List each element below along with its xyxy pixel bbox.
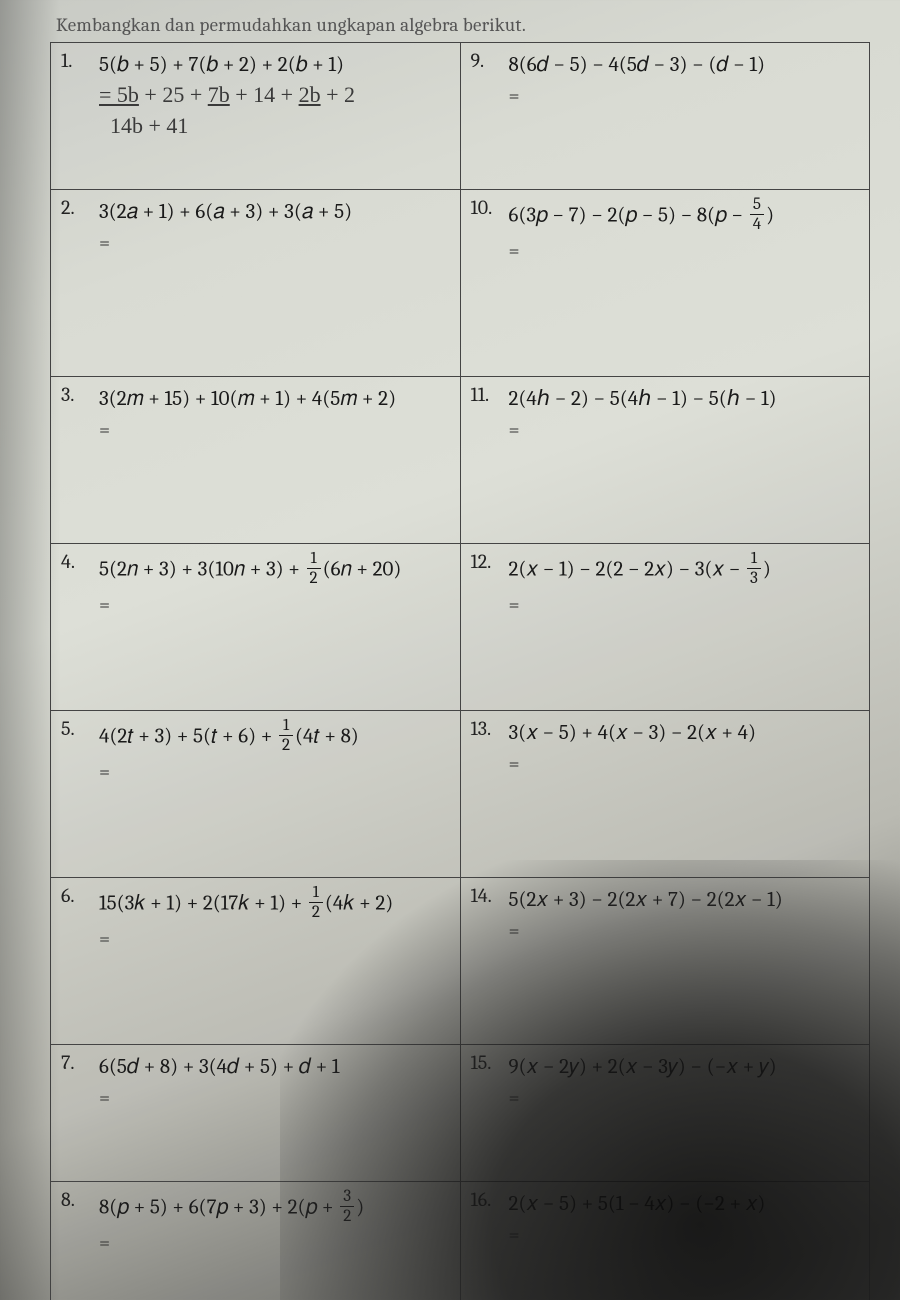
equals-placeholder: = (509, 593, 771, 616)
problem-expression: 3(𝑥 − 5) + 4(𝑥 − 3) − 2(𝑥 + 4) (509, 717, 757, 748)
problem-number: 5. (61, 717, 85, 783)
equals-placeholder: = (99, 1086, 340, 1109)
equals-placeholder: = (99, 231, 352, 254)
problem-expression: 5(𝑏 + 5) + 7(𝑏 + 2) + 2(𝑏 + 1) (99, 49, 355, 80)
problem-expression: 3(2𝑚 + 15) + 10(𝑚 + 1) + 4(5𝑚 + 2) (99, 383, 396, 414)
problem-cell: 12. 2(𝑥 − 1) − 2(2 − 2𝑥) − 3(𝑥 − 13) = (460, 544, 870, 711)
problem-expression: 2(4ℎ − 2) − 5(4ℎ − 1) − 5(ℎ − 1) (509, 383, 777, 414)
equals-placeholder: = (509, 1223, 766, 1246)
equals-placeholder: = (99, 927, 393, 950)
problem-cell: 4. 5(2𝑛 + 3) + 3(10𝑛 + 3) + 12(6𝑛 + 20) = (51, 544, 461, 711)
problem-number: 12. (471, 550, 495, 616)
problem-number: 15. (471, 1051, 495, 1109)
problem-cell: 10. 6(3𝑝 − 7) − 2(𝑝 − 5) − 8(𝑝 − 54) = (460, 190, 870, 377)
problem-cell: 16. 2(𝑥 − 5) + 5(1 − 4𝑥) − (−2 + 𝑥) = (460, 1182, 870, 1300)
problem-number: 14. (471, 884, 495, 942)
equals-placeholder: = (509, 239, 775, 262)
problem-number: 1. (61, 49, 85, 142)
worksheet-instruction: Kembangkan dan permudahkan ungkapan alge… (56, 14, 870, 36)
problem-expression: 6(5𝑑 + 8) + 3(4𝑑 + 5) + 𝑑 + 1 (99, 1051, 340, 1082)
problem-number: 10. (471, 196, 495, 262)
problem-number: 11. (471, 383, 495, 441)
problem-expression: 5(2𝑛 + 3) + 3(10𝑛 + 3) + 12(6𝑛 + 20) (99, 550, 401, 589)
equals-placeholder: = (509, 418, 777, 441)
problem-cell: 9. 8(6𝑑 − 5) − 4(5𝑑 − 3) − (𝑑 − 1) = (460, 43, 870, 190)
problem-expression: 8(6𝑑 − 5) − 4(5𝑑 − 3) − (𝑑 − 1) (509, 49, 766, 80)
problem-expression: 9(𝑥 − 2𝑦) + 2(𝑥 − 3𝑦) − (−𝑥 + 𝑦) (509, 1051, 777, 1082)
problem-number: 8. (61, 1188, 85, 1254)
equals-placeholder: = (99, 1231, 364, 1254)
equals-placeholder: = (99, 760, 359, 783)
equals-placeholder: = (509, 1086, 777, 1109)
problem-number: 16. (471, 1188, 495, 1246)
problem-expression: 4(2𝑡 + 3) + 5(𝑡 + 6) + 12(4𝑡 + 8) (99, 717, 359, 756)
problem-cell: 8. 8(𝑝 + 5) + 6(7𝑝 + 3) + 2(𝑝 + 32) = (51, 1182, 461, 1300)
problem-cell: 6. 15(3𝑘 + 1) + 2(17𝑘 + 1) + 12(4𝑘 + 2) = (51, 878, 461, 1045)
problem-cell: 11. 2(4ℎ − 2) − 5(4ℎ − 1) − 5(ℎ − 1) = (460, 377, 870, 544)
problem-grid: 1. 5(𝑏 + 5) + 7(𝑏 + 2) + 2(𝑏 + 1) = 5b +… (50, 42, 870, 1300)
problem-number: 7. (61, 1051, 85, 1109)
equals-placeholder: = (99, 593, 401, 616)
problem-expression: 2(𝑥 − 1) − 2(2 − 2𝑥) − 3(𝑥 − 13) (509, 550, 771, 589)
problem-cell: 7. 6(5𝑑 + 8) + 3(4𝑑 + 5) + 𝑑 + 1 = (51, 1045, 461, 1182)
problem-cell: 13. 3(𝑥 − 5) + 4(𝑥 − 3) − 2(𝑥 + 4) = (460, 711, 870, 878)
problem-cell: 1. 5(𝑏 + 5) + 7(𝑏 + 2) + 2(𝑏 + 1) = 5b +… (51, 43, 461, 190)
problem-number: 9. (471, 49, 495, 107)
problem-expression: 6(3𝑝 − 7) − 2(𝑝 − 5) − 8(𝑝 − 54) (509, 196, 775, 235)
problem-cell: 14. 5(2𝑥 + 3) − 2(2𝑥 + 7) − 2(2𝑥 − 1) = (460, 878, 870, 1045)
problem-expression: 3(2𝑎 + 1) + 6(𝑎 + 3) + 3(𝑎 + 5) (99, 196, 352, 227)
problem-expression: 2(𝑥 − 5) + 5(1 − 4𝑥) − (−2 + 𝑥) (509, 1188, 766, 1219)
problem-number: 3. (61, 383, 85, 441)
problem-expression: 5(2𝑥 + 3) − 2(2𝑥 + 7) − 2(2𝑥 − 1) (509, 884, 783, 915)
problem-expression: 8(𝑝 + 5) + 6(7𝑝 + 3) + 2(𝑝 + 32) (99, 1188, 364, 1227)
problem-number: 2. (61, 196, 85, 254)
problem-cell: 2. 3(2𝑎 + 1) + 6(𝑎 + 3) + 3(𝑎 + 5) = (51, 190, 461, 377)
equals-placeholder: = (509, 919, 783, 942)
handwritten-work: = 5b + 25 + 7b + 14 + 2b + 2 14b + 41 (99, 80, 355, 142)
problem-cell: 15. 9(𝑥 − 2𝑦) + 2(𝑥 − 3𝑦) − (−𝑥 + 𝑦) = (460, 1045, 870, 1182)
equals-placeholder: = (509, 752, 757, 775)
problem-expression: 15(3𝑘 + 1) + 2(17𝑘 + 1) + 12(4𝑘 + 2) (99, 884, 393, 923)
equals-placeholder: = (509, 84, 766, 107)
problem-number: 13. (471, 717, 495, 775)
problem-number: 6. (61, 884, 85, 950)
problem-cell: 5. 4(2𝑡 + 3) + 5(𝑡 + 6) + 12(4𝑡 + 8) = (51, 711, 461, 878)
problem-number: 4. (61, 550, 85, 616)
problem-cell: 3. 3(2𝑚 + 15) + 10(𝑚 + 1) + 4(5𝑚 + 2) = (51, 377, 461, 544)
equals-placeholder: = (99, 418, 396, 441)
